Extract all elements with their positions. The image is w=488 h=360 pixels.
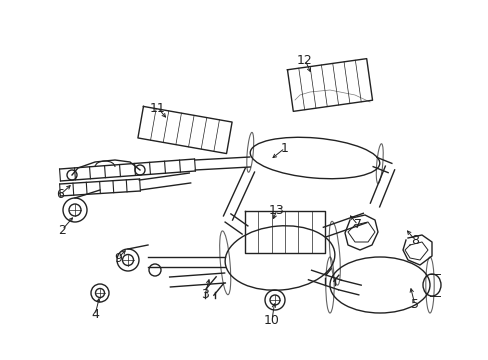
Text: 5: 5 (410, 298, 418, 311)
Text: 4: 4 (91, 309, 99, 321)
Text: 3: 3 (201, 288, 208, 302)
Text: 8: 8 (410, 234, 418, 247)
Text: 10: 10 (264, 314, 279, 327)
Text: 2: 2 (58, 224, 66, 237)
Text: 11: 11 (150, 102, 165, 114)
Text: 6: 6 (56, 189, 64, 202)
Text: 13: 13 (268, 203, 285, 216)
Text: 9: 9 (114, 252, 122, 265)
Text: 12: 12 (297, 54, 312, 67)
Text: 7: 7 (353, 219, 361, 231)
Text: 1: 1 (281, 141, 288, 154)
